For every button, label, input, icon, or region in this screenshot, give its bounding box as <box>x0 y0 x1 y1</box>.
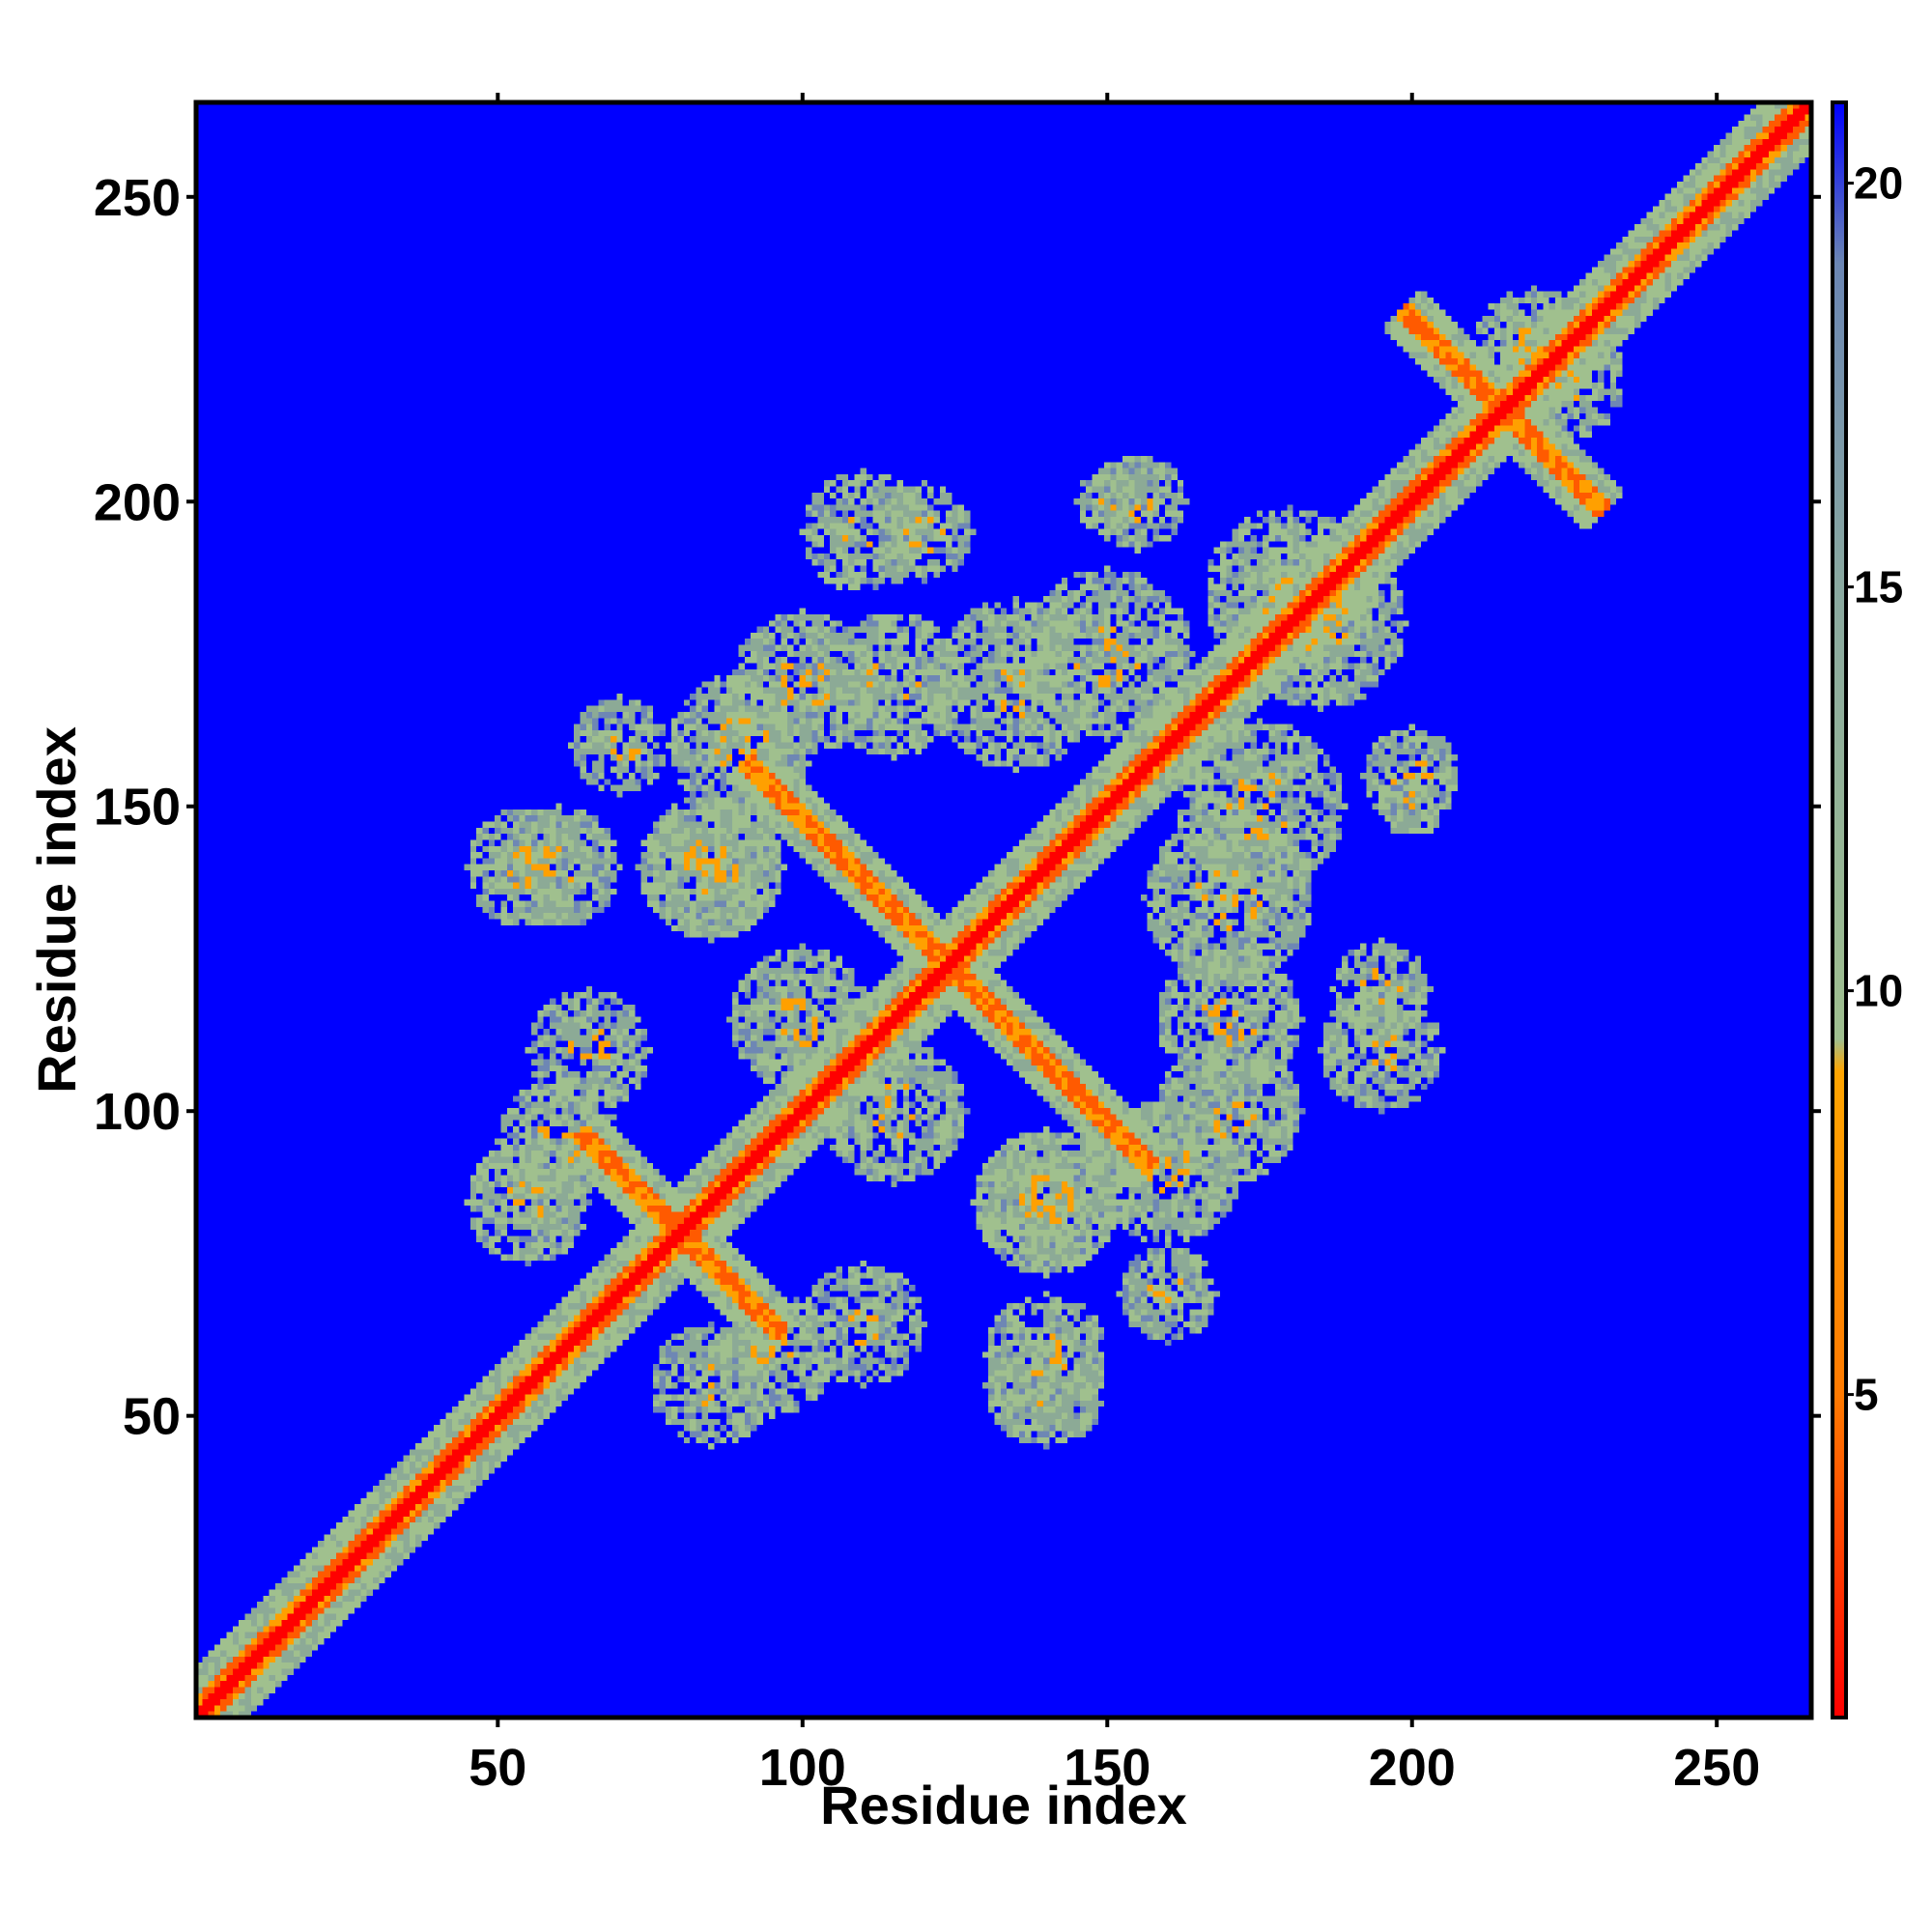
x-tick-label: 200 <box>1369 1739 1456 1797</box>
y-tick-label: 200 <box>94 473 181 531</box>
x-tick-label: 150 <box>1064 1739 1151 1797</box>
colorbar: 5 10 15 20 <box>1831 100 1903 1719</box>
y-tick-label: 50 <box>123 1388 181 1446</box>
y-axis-label: Residue index <box>26 726 87 1094</box>
x-tick-label: 250 <box>1673 1739 1760 1797</box>
tick-layer: 50 100 150 200 250 50 100 150 200 250 <box>94 93 1821 1797</box>
heatmap-image <box>196 102 1811 1718</box>
y-tick-label: 150 <box>94 779 181 837</box>
x-tick-label: 100 <box>759 1739 846 1797</box>
y-tick-label: 100 <box>94 1083 181 1141</box>
colorbar-tick-label: 5 <box>1854 1370 1879 1420</box>
colorbar-tick-label: 10 <box>1854 966 1903 1016</box>
colorbar-tick-label: 20 <box>1854 158 1903 209</box>
y-tick-label: 250 <box>94 169 181 227</box>
heatmap-layer <box>196 102 1811 1718</box>
plot-frame <box>193 99 1814 1720</box>
x-tick-label: 50 <box>469 1739 526 1797</box>
colorbar-gradient <box>1831 100 1848 1719</box>
colorbar-tick-label: 15 <box>1854 562 1903 612</box>
x-axis-label: Residue index <box>820 1775 1187 1835</box>
